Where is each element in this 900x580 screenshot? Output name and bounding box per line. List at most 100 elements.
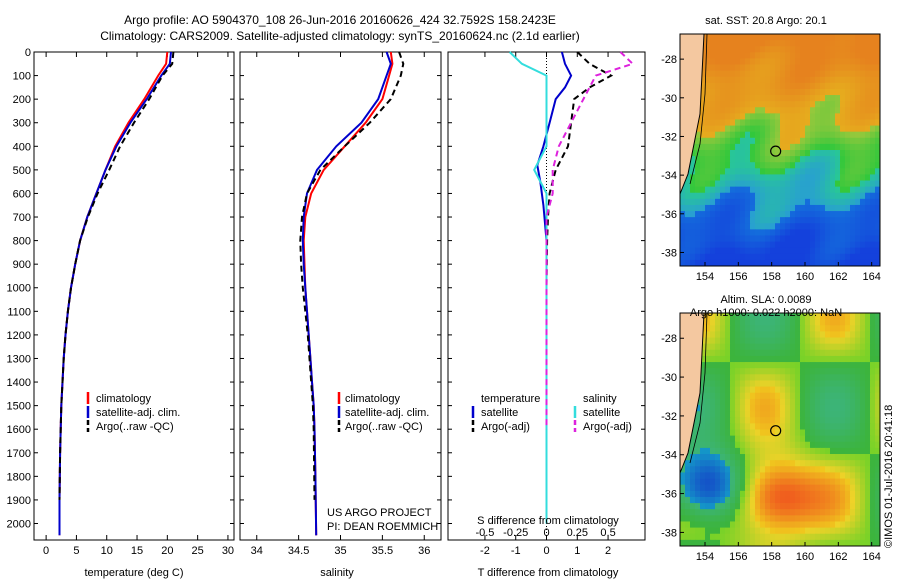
map-cell — [745, 168, 751, 175]
map-cell — [730, 313, 736, 320]
map-cell — [840, 509, 846, 516]
map-cell — [810, 460, 816, 467]
map-cell — [840, 168, 846, 175]
map-cell — [805, 235, 811, 242]
map-cell — [740, 198, 746, 206]
map-cell — [870, 217, 876, 224]
map-cell — [775, 411, 781, 418]
map-cell — [840, 515, 846, 522]
map-cell — [870, 380, 876, 387]
map-cell — [860, 64, 866, 72]
map-cell — [710, 368, 716, 375]
map-cell — [780, 82, 786, 90]
map-cell — [695, 466, 701, 473]
map-cell — [750, 247, 756, 255]
map-cell — [730, 253, 736, 261]
map-cell — [775, 76, 781, 84]
map-cell — [860, 496, 866, 504]
map-cell — [750, 472, 756, 479]
map-cell — [730, 52, 736, 59]
map-cell — [860, 46, 866, 53]
map-cell — [690, 229, 696, 236]
map-cell — [850, 362, 856, 369]
map-cell — [785, 46, 791, 53]
map-cell — [780, 204, 786, 212]
map-cell — [820, 331, 826, 338]
map-cell — [770, 125, 776, 133]
map-cell — [720, 319, 726, 326]
map-cell — [870, 392, 876, 400]
map-cell — [750, 107, 756, 114]
map-cell — [780, 247, 786, 255]
map-cell — [830, 441, 836, 449]
map-cell — [855, 143, 861, 151]
map-cell — [835, 466, 841, 473]
map-cell — [840, 527, 846, 535]
legend-argo: Argo(..raw -QC) — [96, 421, 174, 433]
map-cell — [860, 478, 866, 486]
map-cell — [785, 331, 791, 338]
map-cell — [745, 484, 751, 492]
map-cell — [865, 349, 871, 357]
map-cell — [790, 253, 796, 261]
map-cell — [845, 423, 851, 430]
map-cell — [710, 162, 716, 169]
map-cell — [855, 229, 861, 236]
map-cell — [730, 392, 736, 400]
map-cell — [780, 174, 786, 181]
map-cell — [785, 411, 791, 418]
map-cell — [770, 533, 776, 541]
map-cell — [715, 319, 721, 326]
map-cell — [840, 88, 846, 96]
map-cell — [700, 235, 706, 242]
map-cell — [790, 429, 796, 437]
map-cell — [815, 435, 821, 443]
map-cell — [840, 211, 846, 218]
map-cell — [870, 52, 876, 59]
map-cell — [830, 521, 836, 528]
map-cell — [800, 484, 806, 492]
map-cell — [690, 211, 696, 218]
map-cell — [860, 521, 866, 528]
map-cell — [805, 113, 811, 120]
map-cell — [855, 156, 861, 163]
lon-tick-label: 156 — [729, 551, 747, 563]
map-cell — [850, 313, 856, 320]
map-cell — [800, 52, 806, 59]
map-cell — [805, 143, 811, 151]
map-cell — [855, 64, 861, 72]
map-cell — [695, 423, 701, 430]
map-cell — [830, 82, 836, 90]
map-cell — [700, 229, 706, 236]
map-cell — [725, 349, 731, 357]
map-cell — [845, 192, 851, 200]
map-cell — [850, 527, 856, 535]
map-cell — [795, 150, 801, 157]
map-cell — [740, 137, 746, 145]
map-cell — [720, 241, 726, 249]
map-cell — [795, 131, 801, 139]
map-cell — [830, 411, 836, 418]
map-cell — [755, 223, 761, 230]
map-cell — [720, 137, 726, 145]
map-cell — [760, 521, 766, 528]
map-cell — [790, 168, 796, 175]
map-cell — [785, 64, 791, 72]
map-cell — [820, 131, 826, 139]
map-cell — [795, 343, 801, 351]
map-cell — [855, 349, 861, 357]
map-cell — [700, 398, 706, 406]
map-cell — [875, 168, 881, 175]
map-cell — [710, 204, 716, 212]
map-cell — [840, 355, 846, 363]
map-cell — [765, 368, 771, 375]
map-cell — [715, 241, 721, 249]
map-cell — [815, 88, 821, 96]
map-cell — [735, 313, 741, 320]
map-cell — [850, 417, 856, 424]
map-cell — [875, 235, 881, 242]
map-cell — [775, 392, 781, 400]
map-cell — [860, 211, 866, 218]
map-cell — [780, 368, 786, 375]
map-cell — [740, 313, 746, 320]
